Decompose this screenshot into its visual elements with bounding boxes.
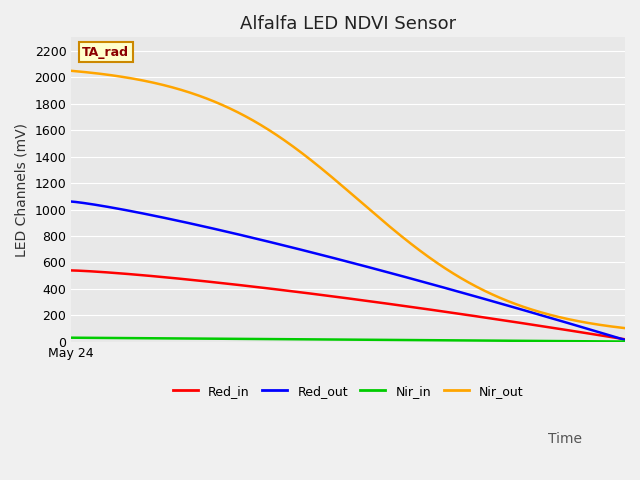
Red_in: [397, 302, 404, 308]
Red_in: [330, 294, 338, 300]
Nir_out: [621, 325, 629, 331]
Legend: Red_in, Red_out, Nir_in, Nir_out: Red_in, Red_out, Nir_in, Nir_out: [168, 380, 528, 403]
Nir_in: [334, 336, 342, 342]
Red_in: [334, 294, 342, 300]
Text: Time: Time: [548, 432, 582, 446]
Red_out: [522, 308, 529, 313]
Line: Red_in: Red_in: [71, 270, 625, 339]
Nir_in: [330, 336, 338, 342]
Nir_in: [367, 337, 375, 343]
Nir_in: [522, 338, 529, 344]
Red_in: [608, 334, 616, 340]
Nir_out: [522, 304, 529, 310]
Line: Nir_out: Nir_out: [71, 71, 625, 328]
Nir_in: [608, 338, 616, 344]
Red_out: [67, 199, 75, 204]
Red_in: [522, 321, 529, 326]
Nir_out: [367, 208, 375, 214]
Nir_in: [397, 337, 404, 343]
Red_in: [367, 299, 375, 304]
Red_out: [621, 337, 629, 343]
Text: TA_rad: TA_rad: [83, 46, 129, 59]
Nir_in: [67, 335, 75, 341]
Y-axis label: LED Channels (mV): LED Channels (mV): [15, 122, 29, 257]
Nir_in: [621, 339, 629, 345]
Nir_out: [397, 233, 404, 239]
Nir_out: [67, 68, 75, 74]
Red_out: [367, 265, 375, 271]
Nir_out: [330, 176, 338, 182]
Nir_out: [608, 324, 616, 329]
Nir_out: [334, 179, 342, 185]
Red_in: [621, 336, 629, 342]
Red_out: [334, 256, 342, 262]
Title: Alfalfa LED NDVI Sensor: Alfalfa LED NDVI Sensor: [240, 15, 456, 33]
Red_out: [397, 273, 404, 279]
Red_out: [608, 333, 616, 339]
Line: Nir_in: Nir_in: [71, 338, 625, 342]
Line: Red_out: Red_out: [71, 202, 625, 340]
Red_in: [67, 267, 75, 273]
Red_out: [330, 255, 338, 261]
